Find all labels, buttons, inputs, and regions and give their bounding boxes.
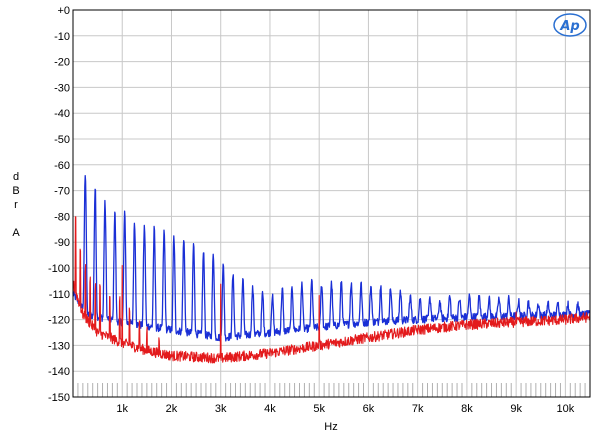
x-tick-label: 1k bbox=[116, 403, 128, 415]
x-tick-label: 4k bbox=[264, 403, 276, 415]
x-tick-label: 5k bbox=[313, 403, 325, 415]
y-axis-label-char: B bbox=[12, 185, 19, 197]
x-tick-label: 9k bbox=[510, 403, 522, 415]
y-axis-label: dBr A bbox=[12, 171, 20, 239]
y-tick-label: -10 bbox=[54, 31, 70, 43]
plot-frame bbox=[72, 9, 591, 398]
y-tick-label: -90 bbox=[54, 237, 70, 249]
series-line-blue bbox=[72, 175, 591, 342]
y-tick-label: -100 bbox=[48, 263, 70, 275]
y-tick-label: -20 bbox=[54, 57, 70, 69]
x-tick-label: 10k bbox=[557, 403, 575, 415]
y-tick-label: -130 bbox=[48, 340, 70, 352]
x-tick-label: 2k bbox=[166, 403, 178, 415]
y-tick-label: -140 bbox=[48, 366, 70, 378]
y-axis-label-char: r bbox=[14, 199, 18, 211]
y-tick-label: -120 bbox=[48, 315, 70, 327]
x-axis-tick-labels: 1k 2k 3k 4k 5k 6k 7k 8k 9k 10k bbox=[116, 403, 574, 415]
y-tick-label: -30 bbox=[54, 82, 70, 94]
ap-logo-text: Ap bbox=[559, 19, 579, 34]
y-tick-label: -150 bbox=[48, 392, 70, 404]
grid bbox=[73, 9, 590, 398]
y-tick-label: +0 bbox=[57, 5, 70, 17]
y-tick-label: -70 bbox=[54, 186, 70, 198]
y-tick-label: -50 bbox=[54, 134, 70, 146]
x-axis-label: Hz bbox=[324, 421, 337, 433]
y-tick-label: -80 bbox=[54, 211, 70, 223]
y-axis-tick-labels: +0 -10 -20 -30 -40 -50 -60 -70 -80 -90 -100 -110 -12… bbox=[48, 5, 70, 404]
y-tick-label: -40 bbox=[54, 108, 70, 120]
series-line-red bbox=[72, 216, 591, 364]
x-tick-label: 3k bbox=[215, 403, 227, 415]
x-tick-label: 6k bbox=[363, 403, 375, 415]
series-group bbox=[72, 175, 591, 364]
x-tick-label: 8k bbox=[461, 403, 473, 415]
ap-logo: Ap bbox=[553, 13, 587, 37]
y-tick-label: -110 bbox=[49, 289, 70, 301]
y-axis-label-char: d bbox=[13, 171, 19, 183]
y-axis-label-char: A bbox=[12, 227, 20, 239]
x-tick-label: 7k bbox=[412, 403, 424, 415]
x-axis-ticks bbox=[77, 383, 586, 397]
y-tick-label: -60 bbox=[54, 160, 70, 172]
